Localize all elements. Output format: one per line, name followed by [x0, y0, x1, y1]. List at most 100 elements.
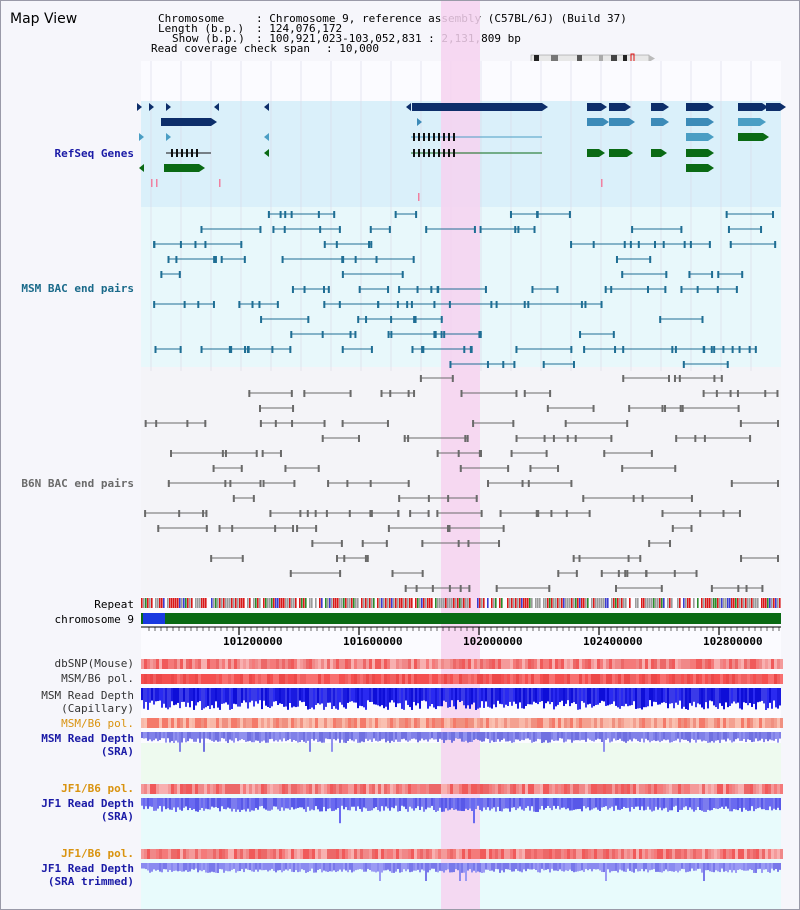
repeat-mark [237, 598, 239, 608]
depth-bar [635, 732, 637, 740]
heat-cell [636, 718, 639, 728]
msm-bac-label[interactable]: MSM BAC end pairs [21, 282, 134, 295]
heat-cell [186, 718, 189, 728]
depth-bar [615, 798, 617, 806]
heat-cell [552, 659, 555, 669]
heat-cell [642, 849, 645, 859]
heat-cell [252, 718, 255, 728]
depth-bar [547, 798, 549, 806]
bac-end [327, 286, 330, 293]
jf1-b6-pol-label[interactable]: JF1/B6 pol. [61, 782, 134, 795]
heat-cell [465, 674, 468, 684]
depth-bar [311, 688, 313, 708]
depth-bar [259, 798, 261, 807]
heat-cell [267, 849, 270, 859]
bac-end [487, 480, 490, 487]
exon [453, 133, 455, 141]
heat-cell [720, 784, 723, 794]
depth-bar [407, 732, 409, 742]
depth-bar [273, 863, 275, 871]
depth-bar [161, 688, 163, 708]
depth-bar [235, 688, 237, 705]
heat-cell [519, 718, 522, 728]
depth-bar [523, 732, 525, 741]
dbsnp-label[interactable]: dbSNP(Mouse) [54, 657, 134, 670]
heat-cell [426, 784, 429, 794]
depth-bar [555, 688, 557, 707]
heat-cell [435, 674, 438, 684]
depth-bar [269, 798, 271, 811]
depth-bar [281, 798, 283, 808]
bac-end [713, 346, 716, 353]
heat-cell [567, 718, 570, 728]
jf1-depth-sra-label[interactable]: JF1 Read Depth (SRA) [41, 797, 134, 823]
depth-bar [387, 732, 389, 741]
depth-bar [501, 688, 503, 705]
heat-cell [357, 849, 360, 859]
heat-cell [768, 659, 771, 669]
depth-bar [613, 732, 615, 739]
repeat-mark [353, 598, 355, 608]
depth-bar [231, 798, 233, 812]
msm-depth-sra-label[interactable]: MSM Read Depth (SRA) [41, 732, 134, 758]
heat-cell [516, 659, 519, 669]
depth-bar [611, 732, 613, 742]
heat-cell [159, 784, 162, 794]
repeat-label[interactable]: Repeat [94, 598, 134, 611]
bac-end [396, 301, 399, 308]
heat-cell [426, 718, 429, 728]
depth-bar [263, 688, 265, 701]
depth-bar [219, 798, 221, 812]
depth-bar [219, 863, 221, 869]
depth-bar [339, 688, 341, 703]
msm-b6-pol-label[interactable]: MSM/B6 pol. [61, 672, 134, 685]
jf1-depth-trimmed-label[interactable]: JF1 Read Depth (SRA trimmed) [41, 862, 134, 888]
depth-bar [331, 863, 333, 872]
b6n-bac-label[interactable]: B6N BAC end pairs [21, 477, 134, 490]
heat-cell [384, 849, 387, 859]
msm-depth-capillary-label[interactable]: MSM Read Depth (Capillary) [41, 689, 134, 715]
heat-cell [531, 659, 534, 669]
heat-cell [570, 784, 573, 794]
depth-bar [551, 798, 553, 811]
depth-bar [219, 688, 221, 710]
depth-bar [543, 732, 545, 743]
heat-cell [360, 849, 363, 859]
depth-bar [451, 688, 453, 701]
depth-bar [399, 688, 401, 704]
depth-bar [319, 798, 321, 812]
depth-bar [377, 688, 379, 706]
heat-cell [540, 674, 543, 684]
exon [428, 133, 430, 141]
heat-cell [273, 849, 276, 859]
bac-end [307, 316, 310, 323]
heat-cell [474, 659, 477, 669]
bac-end [387, 286, 390, 293]
depth-bar [349, 863, 351, 870]
heat-cell [624, 674, 627, 684]
refseq-genes-label[interactable]: RefSeq Genes [54, 147, 134, 160]
bac-end [628, 405, 631, 412]
depth-bar [511, 732, 513, 743]
depth-bar [425, 688, 427, 702]
heat-cell [462, 674, 465, 684]
heat-cell [210, 659, 213, 669]
depth-bar [535, 863, 537, 871]
depth-bar [611, 688, 613, 704]
depth-bar [579, 798, 581, 809]
depth-bar [227, 732, 229, 743]
bac-end [731, 346, 734, 353]
repeat-mark [563, 598, 565, 608]
heat-cell [237, 849, 240, 859]
heat-cell [429, 784, 432, 794]
exon [443, 149, 445, 157]
heat-cell [216, 849, 219, 859]
heat-cell [528, 659, 531, 669]
jf1-b6-pol-trimmed-label[interactable]: JF1/B6 pol. [61, 847, 134, 860]
depth-bar [765, 732, 767, 740]
depth-bar [489, 732, 491, 743]
depth-bar [743, 863, 745, 871]
msm-b6-pol-sra-label[interactable]: MSM/B6 pol. [61, 717, 134, 730]
repeat-mark [723, 598, 725, 608]
